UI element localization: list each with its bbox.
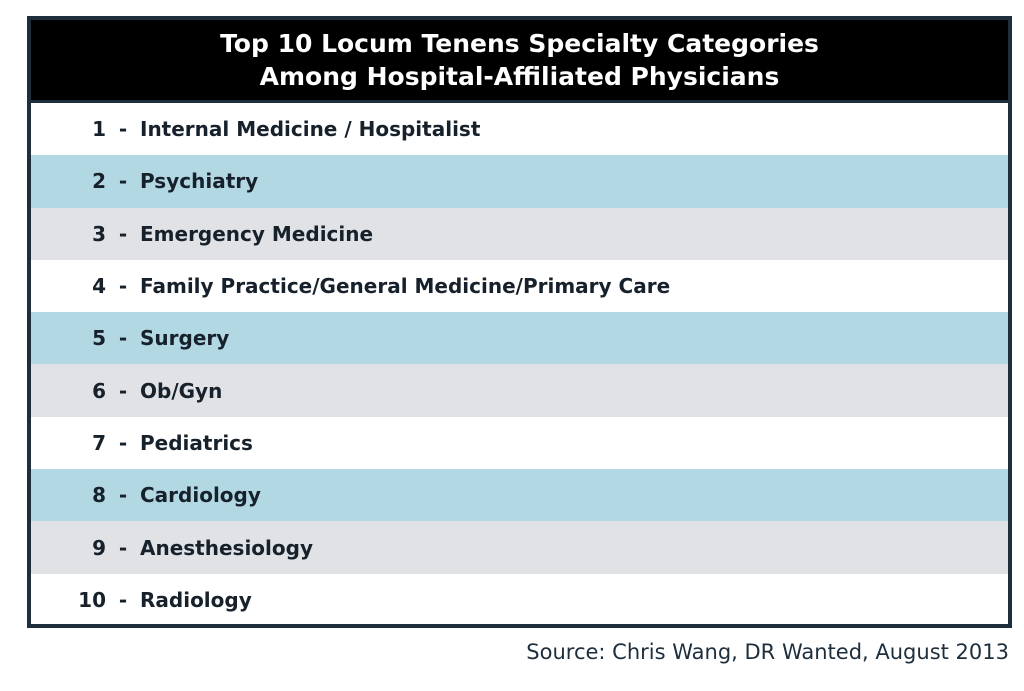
- row-specialty: Radiology: [140, 587, 252, 612]
- table-row: 6- Ob/Gyn: [31, 364, 1008, 417]
- row-rank: 4: [92, 274, 106, 299]
- row-specialty: Ob/Gyn: [140, 378, 223, 403]
- row-specialty: Emergency Medicine: [140, 221, 374, 246]
- row-rank: 3: [92, 221, 106, 246]
- row-specialty: Internal Medicine / Hospitalist: [140, 117, 481, 142]
- row-specialty: Surgery: [140, 326, 230, 351]
- row-rank: 6: [92, 378, 106, 403]
- row-separator: -: [118, 169, 128, 194]
- row-separator: -: [118, 117, 128, 142]
- table-row: 5- Surgery: [31, 312, 1008, 365]
- table-row: 1- Internal Medicine / Hospitalist: [31, 103, 1008, 156]
- row-rank: 10: [78, 587, 106, 612]
- table-header: Top 10 Locum Tenens Specialty Categories…: [31, 20, 1008, 103]
- row-separator: -: [118, 535, 128, 560]
- row-specialty: Pediatrics: [140, 430, 253, 455]
- row-rank: 5: [92, 326, 106, 351]
- table-row: 8- Cardiology: [31, 469, 1008, 522]
- title-line-1: Top 10 Locum Tenens Specialty Categories: [220, 29, 819, 58]
- ranking-table: Top 10 Locum Tenens Specialty Categories…: [27, 16, 1012, 628]
- row-rank: 9: [92, 535, 106, 560]
- row-separator: -: [118, 274, 128, 299]
- row-specialty: Anesthesiology: [140, 535, 313, 560]
- row-separator: -: [118, 587, 128, 612]
- table-row: 3- Emergency Medicine: [31, 207, 1008, 260]
- row-rank: 8: [92, 483, 106, 508]
- row-specialty: Cardiology: [140, 483, 261, 508]
- table-row: 2- Psychiatry: [31, 155, 1008, 208]
- row-separator: -: [118, 221, 128, 246]
- title-line-2: Among Hospital-Affiliated Physicians: [259, 62, 780, 91]
- row-separator: -: [118, 430, 128, 455]
- row-separator: -: [118, 378, 128, 403]
- table-row: 4- Family Practice/General Medicine/Prima…: [31, 259, 1008, 313]
- row-specialty: Family Practice/General Medicine/Primary…: [140, 274, 671, 299]
- table-row: 9- Anesthesiology: [31, 521, 1008, 574]
- row-rank: 1: [92, 117, 106, 142]
- row-specialty: Psychiatry: [140, 169, 259, 194]
- row-separator: -: [118, 326, 128, 351]
- table-row: 7- Pediatrics: [31, 416, 1008, 470]
- source-note: Source: Chris Wang, DR Wanted, August 20…: [526, 640, 1009, 664]
- table-body: 1- Internal Medicine / Hospitalist 2- Psych…: [31, 103, 1008, 624]
- row-rank: 2: [92, 169, 106, 194]
- row-separator: -: [118, 483, 128, 508]
- row-rank: 7: [92, 430, 106, 455]
- table-row: 10- Radiology: [31, 573, 1008, 624]
